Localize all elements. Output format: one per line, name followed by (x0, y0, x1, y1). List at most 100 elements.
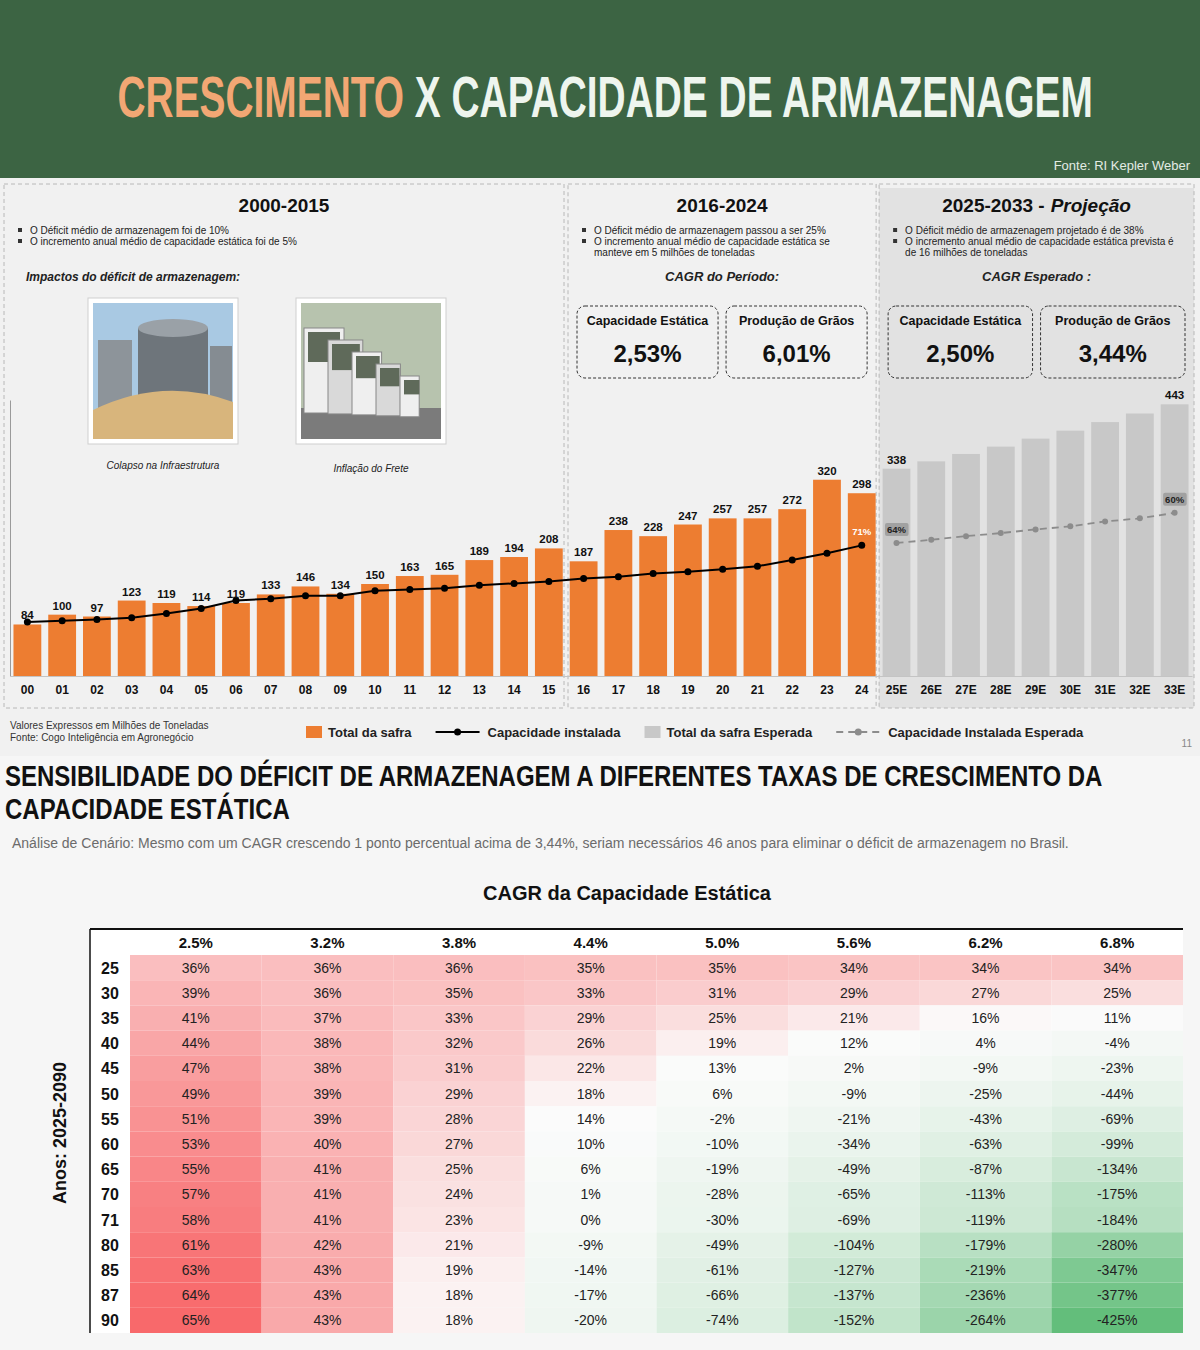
tick-label: 11 (403, 683, 416, 697)
bar (465, 560, 493, 676)
bar (396, 576, 424, 676)
cell-label: -9% (973, 1060, 998, 1076)
cell-label: 1% (581, 1186, 601, 1202)
cell-label: -377% (1097, 1287, 1137, 1303)
table-left-rule (89, 929, 91, 1333)
kpi-value: 2,53% (613, 340, 681, 367)
tick-label: 29E (1025, 683, 1046, 697)
cell-label: 38% (313, 1035, 341, 1051)
cell-label: 27% (445, 1136, 473, 1152)
data-label: 247 (678, 510, 697, 522)
annotation-text: 60% (1165, 494, 1185, 505)
cell-label: -69% (1101, 1111, 1134, 1127)
heat-cell (920, 1283, 1052, 1308)
panel-title: 2016-2024 (677, 195, 768, 216)
cell-label: -99% (1101, 1136, 1134, 1152)
heat-cell (525, 1257, 657, 1282)
cell-label: 31% (445, 1060, 473, 1076)
annotation: 60% (1163, 493, 1187, 506)
page-number: 11 (1182, 738, 1193, 749)
heat-cell (920, 1207, 1052, 1232)
heat-cell (262, 1031, 394, 1056)
labels: 8410097123119114119133146134150163165189… (21, 389, 1187, 621)
heat-cell (393, 1056, 525, 1081)
table-background (90, 929, 1183, 1333)
cell-label: 26% (577, 1035, 605, 1051)
heat-cell (525, 1106, 657, 1131)
data-label: 97 (91, 602, 104, 614)
marker (163, 610, 170, 617)
heat-cell (262, 1131, 394, 1156)
cell-label: -104% (834, 1237, 874, 1253)
panels: 2000-2015O Déficit médio de armazenagem … (4, 184, 1194, 708)
cell-label: -74% (706, 1312, 739, 1328)
marker (580, 575, 587, 582)
heat-cell (788, 1157, 920, 1182)
marker (1102, 518, 1108, 524)
bar (987, 447, 1015, 676)
cell-label: -43% (969, 1111, 1002, 1127)
heat-cell (525, 980, 657, 1005)
row-header: 60 (101, 1136, 119, 1153)
panel-title: 2000-2015 (239, 195, 330, 216)
cell-label: 41% (313, 1212, 341, 1228)
heat-cell (788, 980, 920, 1005)
bar (222, 603, 250, 676)
marker (476, 582, 483, 589)
data-label: 146 (296, 571, 315, 583)
heat-cell (1051, 1081, 1183, 1106)
marker (441, 585, 448, 592)
cell-label: 25% (708, 1010, 736, 1026)
heat-cell (525, 1182, 657, 1207)
heat-cell (657, 955, 789, 980)
panel-border (879, 184, 1194, 708)
bar (917, 461, 945, 676)
heat-cell (1051, 980, 1183, 1005)
photo-frame (296, 298, 446, 444)
kpi-value: 3,44% (1079, 340, 1147, 367)
cell-label: 41% (182, 1010, 210, 1026)
column-title: CAGR da Capacidade Estática (483, 882, 772, 904)
annotation-text: 64% (887, 524, 907, 535)
data-label: 257 (748, 503, 767, 515)
table-section-background (0, 756, 1200, 1350)
cell-label: -9% (841, 1086, 866, 1102)
heat-cell (525, 1232, 657, 1257)
bar (431, 575, 459, 676)
heat-cell (262, 1232, 394, 1257)
heat-cell (130, 1308, 262, 1333)
cell-label: 25% (445, 1161, 473, 1177)
data-label: 114 (192, 591, 211, 603)
row-header: 87 (101, 1287, 119, 1304)
cell-label: 2% (844, 1060, 864, 1076)
bar (1056, 431, 1084, 676)
panel-border (4, 184, 564, 708)
cell-label: 19% (708, 1035, 736, 1051)
heat-cell (920, 1232, 1052, 1257)
kpi-label: Produção de Grãos (739, 314, 854, 328)
cell-label: -61% (706, 1262, 739, 1278)
cell-label: 41% (313, 1186, 341, 1202)
marker (1137, 515, 1143, 521)
cell-label: -113% (966, 1186, 1005, 1202)
heat-cell (393, 1283, 525, 1308)
photo-truck-load (380, 368, 400, 386)
marker (59, 617, 66, 624)
cell-label: 61% (182, 1237, 210, 1253)
bar (83, 617, 111, 676)
cell-label: -87% (969, 1161, 1002, 1177)
cell-label: -9% (578, 1237, 603, 1253)
bar (883, 469, 911, 676)
cell-label: 14% (577, 1111, 605, 1127)
heat-cell (788, 1056, 920, 1081)
heat-cell (1051, 955, 1183, 980)
bar (1126, 413, 1154, 676)
illustration (296, 298, 446, 444)
bar (292, 586, 320, 676)
tick-label: 23 (820, 683, 834, 697)
bar (952, 454, 980, 676)
heat-cell (262, 1081, 394, 1106)
heat-cell (788, 1131, 920, 1156)
heat-cell (920, 1157, 1052, 1182)
cell-label: 47% (182, 1060, 210, 1076)
